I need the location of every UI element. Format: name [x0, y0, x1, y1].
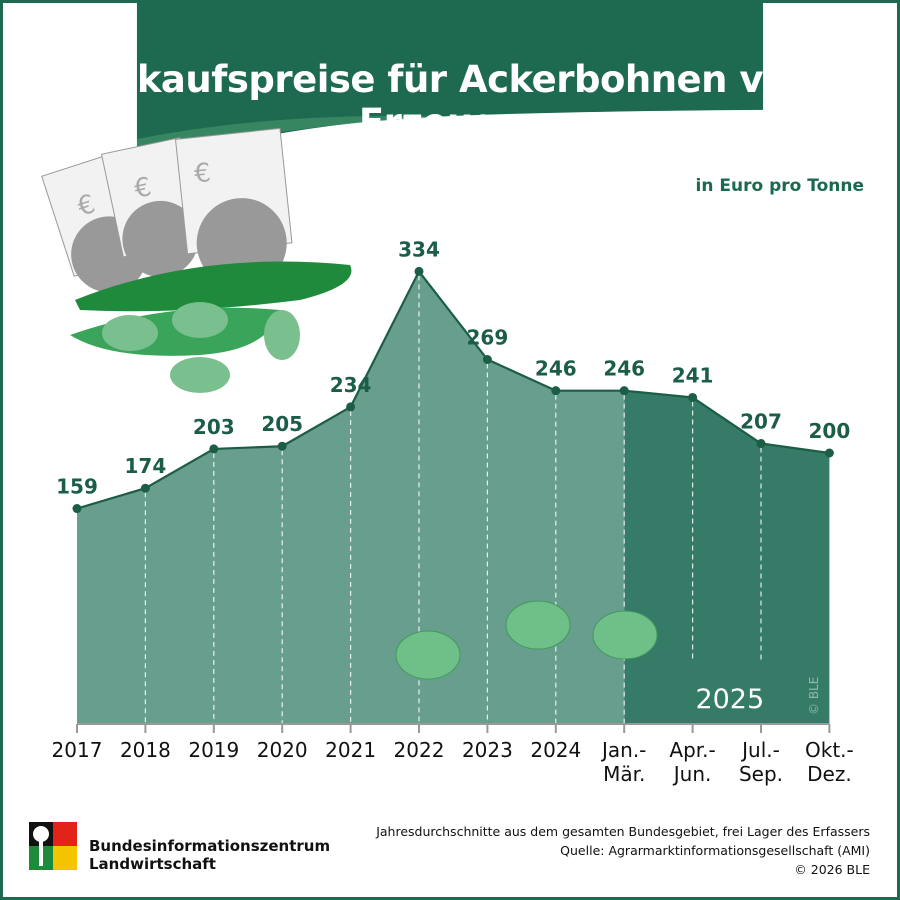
x-tick-label: Jul.- — [740, 738, 780, 762]
data-point — [824, 448, 834, 458]
area-chart: € € € 2025 159 2017 174 2018 203 2019 205 2020 23… — [41, 127, 854, 786]
x-tick-label: Sep. — [739, 762, 783, 786]
watermark: © BLE — [807, 677, 821, 715]
data-point — [72, 504, 82, 514]
data-point — [209, 444, 219, 454]
unit-label: in Euro pro Tonne — [695, 176, 864, 196]
x-tick-label: Okt.- — [805, 738, 854, 762]
footer-copyright: © 2026 BLE — [794, 862, 870, 877]
data-point — [346, 402, 356, 412]
data-point — [414, 266, 424, 276]
data-label: 241 — [672, 363, 714, 387]
x-tick-label: 2021 — [325, 738, 376, 762]
footer-note: Jahresdurchschnitte aus dem gesamten Bun… — [376, 824, 870, 839]
data-point — [756, 439, 766, 449]
chart-title: Einkaufspreise für Ackerbohnen vom Erzeu… — [74, 58, 826, 144]
org-line1: Bundesinformationszentrum — [89, 837, 331, 855]
data-label: 246 — [535, 357, 577, 381]
x-tick-label: 2022 — [394, 738, 445, 762]
bean-illustration — [395, 630, 461, 680]
x-tick-label: 2020 — [257, 738, 308, 762]
svg-text:€: € — [132, 172, 154, 205]
bean-pod-illustration — [70, 261, 352, 393]
x-tick-label: 2023 — [462, 738, 513, 762]
data-label: 174 — [125, 454, 167, 478]
x-tick-label: Jun. — [672, 762, 712, 786]
data-label: 203 — [193, 415, 235, 439]
data-label: 200 — [809, 419, 851, 443]
bean-illustration — [592, 610, 658, 660]
data-label: 334 — [398, 237, 440, 261]
x-tick-label: Jan.- — [600, 738, 646, 762]
bean-illustration — [505, 600, 571, 650]
data-point — [551, 386, 561, 396]
data-point — [140, 483, 150, 493]
series-line — [76, 269, 830, 510]
data-label: 159 — [56, 475, 98, 499]
data-point — [619, 386, 629, 396]
footer-source: Quelle: Agrarmarktinformationsgesellscha… — [560, 843, 870, 858]
data-point — [482, 355, 492, 365]
data-point — [688, 392, 698, 402]
x-tick-label: Dez. — [807, 762, 852, 786]
data-label: 234 — [330, 373, 372, 397]
x-tick-label: Mär. — [603, 762, 645, 786]
highlight-group-label: 2025 — [695, 684, 764, 715]
data-label: 205 — [261, 412, 303, 436]
header-band — [136, 0, 764, 160]
x-tick-label: Apr.- — [669, 738, 715, 762]
x-tick-label: 2019 — [188, 738, 239, 762]
data-label: 207 — [740, 410, 782, 434]
x-tick-label: 2017 — [52, 738, 103, 762]
highlight-area-fill — [624, 390, 830, 724]
organization-name: Bundesinformationszentrum Landwirtschaft — [89, 837, 330, 873]
data-label: 246 — [603, 357, 645, 381]
money-illustration: € € € — [41, 127, 293, 293]
x-tick-label: 2018 — [120, 738, 171, 762]
org-line2: Landwirtschaft — [89, 855, 216, 873]
data-point — [277, 441, 287, 451]
bzl-logo — [29, 822, 77, 870]
data-label: 269 — [467, 326, 509, 350]
svg-text:€: € — [193, 158, 213, 190]
x-tick-label: 2024 — [530, 738, 581, 762]
footer: Jahresdurchschnitte aus dem gesamten Bun… — [376, 822, 870, 879]
